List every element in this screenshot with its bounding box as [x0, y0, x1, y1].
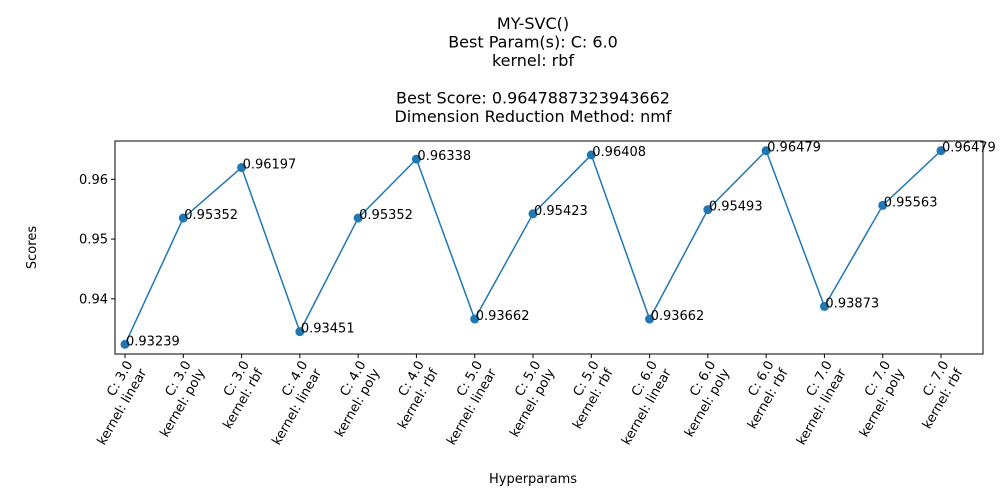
data-label: 0.93451: [301, 322, 355, 337]
data-point: [237, 163, 247, 173]
data-point: [645, 314, 655, 324]
data-point: [178, 213, 188, 223]
data-label: 0.96408: [592, 145, 646, 160]
x-tick-label: C: 6.0kernel: rbf: [731, 358, 791, 432]
data-point: [819, 301, 829, 311]
y-tick-label: 0.95: [79, 233, 108, 248]
x-tick-label: C: 4.0kernel: rbf: [382, 358, 442, 432]
series-line: [124, 149, 942, 345]
x-tick-label: C: 4.0kernel: poly: [319, 358, 384, 440]
data-point: [411, 154, 421, 164]
x-tick-label: C: 5.0kernel: poly: [493, 358, 558, 440]
data-label: 0.95563: [884, 195, 938, 210]
y-axis-label: Scores: [25, 226, 40, 269]
data-label: 0.96197: [243, 158, 297, 173]
data-points: [120, 146, 946, 349]
x-tick-label: C: 6.0kernel: poly: [668, 358, 733, 440]
data-point: [586, 150, 596, 160]
x-tick-label: C: 3.0kernel: poly: [144, 358, 209, 440]
data-label: 0.93662: [476, 309, 530, 324]
title-line: kernel: rbf: [492, 51, 574, 70]
data-labels: 0.93239 0.95352 0.96197 0.93451 0.95352 0.963…: [126, 141, 996, 350]
data-label: 0.95352: [359, 208, 413, 223]
data-point: [295, 327, 305, 337]
data-label: 0.93239: [126, 334, 180, 349]
y-tick-label: 0.94: [79, 292, 108, 307]
data-point: [120, 339, 130, 349]
data-label: 0.95493: [709, 200, 763, 215]
x-tick-label: C: 4.0kernel: linear: [256, 358, 326, 448]
plot-area-frame: [114, 140, 984, 355]
data-point: [936, 146, 946, 156]
title-line: Best Score: 0.9647887323943662: [396, 88, 670, 107]
data-label: 0.96479: [767, 141, 821, 156]
title-line: Dimension Reduction Method: nmf: [394, 107, 671, 126]
x-tick-label: C: 5.0kernel: linear: [431, 358, 501, 448]
x-tick-label: C: 3.0kernel: linear: [81, 358, 151, 448]
data-point: [353, 213, 363, 223]
x-axis-ticks: C: 3.0kernel: linear C: 3.0kernel: poly C:…: [81, 354, 967, 448]
data-label: 0.96338: [417, 149, 471, 164]
data-point: [528, 209, 538, 219]
data-point: [761, 146, 771, 156]
x-tick-label: C: 6.0kernel: linear: [605, 358, 675, 448]
data-label: 0.95423: [534, 204, 588, 219]
x-tick-label: C: 3.0kernel: rbf: [207, 358, 267, 432]
data-label: 0.93873: [825, 296, 879, 311]
title-line: Best Param(s): C: 6.0: [448, 33, 618, 52]
data-label: 0.96479: [942, 141, 996, 156]
data-label: 0.93662: [651, 309, 705, 324]
chart-title: MY-SVC()Best Param(s): C: 6.0kernel: rbf…: [394, 14, 671, 126]
y-tick-label: 0.96: [79, 173, 108, 188]
title-line: MY-SVC(): [497, 14, 569, 33]
x-tick-label: C: 7.0kernel: rbf: [906, 358, 966, 432]
data-point: [703, 205, 713, 215]
x-axis-label: Hyperparams: [489, 472, 577, 487]
x-tick-label: C: 7.0kernel: linear: [780, 358, 850, 448]
x-tick-label: C: 5.0kernel: rbf: [556, 358, 616, 432]
data-point: [470, 314, 480, 324]
y-axis-ticks: 0.94 0.95 0.96: [79, 173, 115, 307]
x-tick-label: C: 7.0kernel: poly: [843, 358, 908, 440]
data-label: 0.95352: [184, 208, 238, 223]
data-point: [878, 200, 888, 210]
